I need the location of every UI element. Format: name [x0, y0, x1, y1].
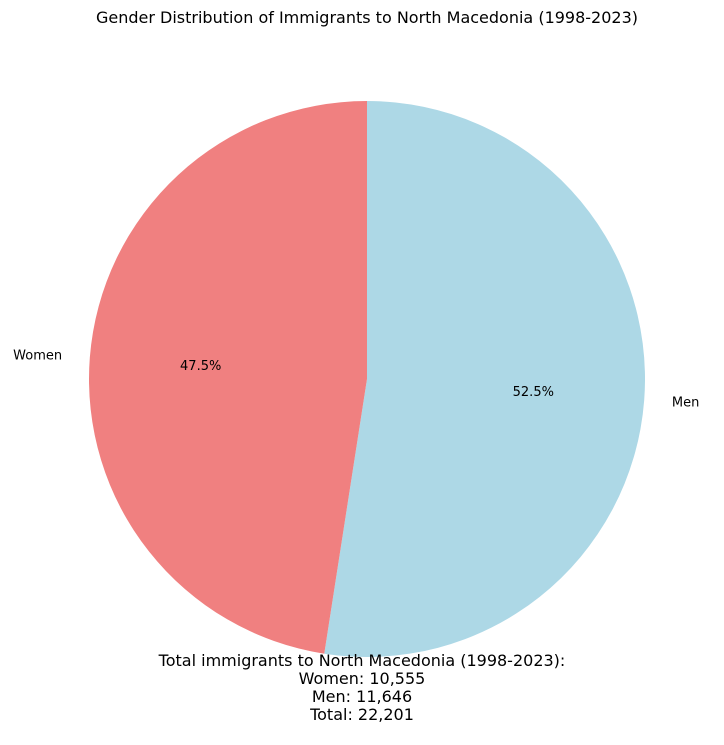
summary-heading: Total immigrants to North Macedonia (199…	[158, 651, 566, 670]
slice-percent-men: 52.5%	[513, 385, 554, 400]
pie-slices	[88, 101, 645, 657]
slice-label-women: Women	[13, 348, 62, 363]
slice-label-men: Men	[672, 396, 699, 411]
summary-women: Women: 10,555	[298, 669, 426, 688]
slice-percent-women: 47.5%	[180, 359, 221, 374]
chart-title: Gender Distribution of Immigrants to Nor…	[96, 8, 638, 27]
summary-total: Total: 22,201	[310, 705, 414, 724]
pie-slice-women	[88, 101, 368, 654]
pie-labels: Men 52.5% Women 47.5%	[13, 348, 699, 410]
pie-slice-men	[324, 101, 645, 657]
summary-text: Total immigrants to North Macedonia (199…	[0, 652, 724, 724]
summary-men: Men: 11,646	[311, 687, 413, 706]
